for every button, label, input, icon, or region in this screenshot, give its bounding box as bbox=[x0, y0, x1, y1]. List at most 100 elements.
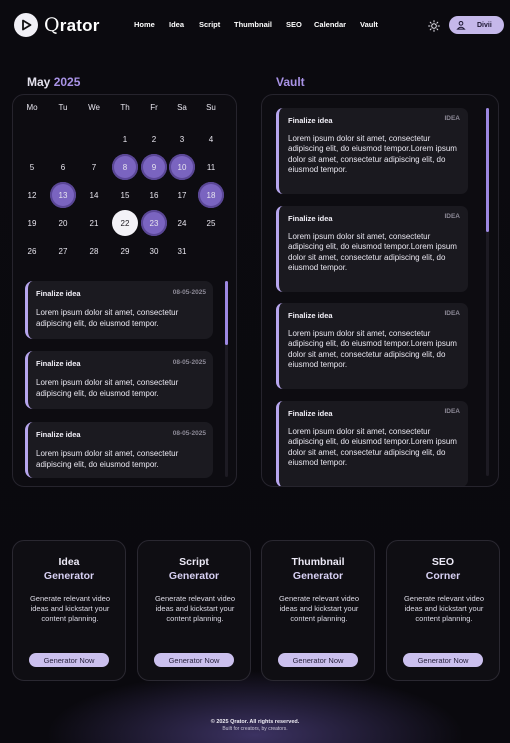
weekday-label: Tu bbox=[58, 103, 68, 112]
calendar-day[interactable]: 2 bbox=[151, 134, 157, 144]
calendar-day[interactable]: 27 bbox=[58, 246, 68, 256]
card-body: Lorem ipsum dolor sit amet, consectetur … bbox=[36, 308, 179, 328]
vault-card[interactable]: Finalize idea IDEA Lorem ipsum dolor sit a… bbox=[276, 206, 468, 292]
card-body: Lorem ipsum dolor sit amet, consectetur … bbox=[288, 427, 457, 468]
calendar-day[interactable]: 15 bbox=[120, 190, 130, 200]
calendar-day[interactable]: 11 bbox=[206, 162, 216, 172]
tool-title: SEO Corner bbox=[387, 556, 499, 583]
calendar-day[interactable]: 16 bbox=[149, 190, 159, 200]
vault-card[interactable]: Finalize idea IDEA Lorem ipsum dolor sit a… bbox=[276, 108, 468, 194]
card-date: 08-05-2025 bbox=[172, 430, 206, 437]
tool-title-line2: Corner bbox=[425, 569, 461, 582]
calendar-day[interactable]: 1 bbox=[122, 134, 128, 144]
nav-thumbnail[interactable]: Thumbnail bbox=[234, 20, 272, 29]
nav-home[interactable]: Home bbox=[134, 20, 155, 29]
tool-title-line1: Thumbnail bbox=[291, 556, 345, 568]
calendar-scrollbar[interactable] bbox=[225, 281, 228, 477]
card-tag: IDEA bbox=[444, 213, 460, 220]
calendar-day[interactable]: 17 bbox=[177, 190, 187, 200]
top-bar: Qrator Home Idea Script Thumbnail SEO Ca… bbox=[0, 0, 510, 48]
card-tag: IDEA bbox=[444, 115, 460, 122]
brand-logo[interactable]: Qrator bbox=[14, 13, 100, 37]
weekday-label: Th bbox=[120, 103, 130, 112]
vault-scroll-thumb[interactable] bbox=[486, 108, 489, 232]
calendar-day[interactable]: 13 bbox=[50, 182, 76, 208]
idea-generator-card: Idea Generator Generate relevant video ide… bbox=[12, 540, 126, 681]
calendar-idea-card[interactable]: Finalize idea 08-05-2025 Lorem ipsum dolor… bbox=[25, 281, 213, 339]
idea-generator-button[interactable]: Generator Now bbox=[29, 653, 109, 667]
user-name: Divii bbox=[477, 21, 492, 29]
calendar-day[interactable]: 19 bbox=[27, 218, 37, 228]
calendar-day[interactable]: 8 bbox=[112, 154, 138, 180]
calendar-day[interactable]: 18 bbox=[198, 182, 224, 208]
calendar-day[interactable]: 3 bbox=[179, 134, 185, 144]
calendar-day[interactable]: 5 bbox=[29, 162, 35, 172]
card-date: 08-05-2025 bbox=[172, 289, 206, 296]
calendar-idea-card[interactable]: Finalize idea 08-05-2025 Lorem ipsum dolor… bbox=[25, 351, 213, 409]
tool-title-line1: SEO bbox=[431, 556, 455, 568]
tool-title-line2: Generator bbox=[292, 569, 344, 582]
calendar-day[interactable]: 23 bbox=[141, 210, 167, 236]
calendar-day[interactable]: 7 bbox=[91, 162, 97, 172]
sun-icon[interactable] bbox=[428, 19, 440, 32]
tool-description: Generate relevant video ideas and kickst… bbox=[403, 594, 485, 624]
tool-title: Thumbnail Generator bbox=[262, 556, 374, 583]
tool-title-line1: Script bbox=[179, 556, 209, 568]
nav-script[interactable]: Script bbox=[199, 20, 221, 29]
calendar-day[interactable]: 31 bbox=[177, 246, 187, 256]
nav-seo[interactable]: SEO bbox=[286, 20, 302, 29]
profile-button[interactable]: Divii bbox=[449, 16, 504, 34]
thumbnail-generator-button[interactable]: Generator Now bbox=[278, 653, 358, 667]
card-title: Finalize idea bbox=[288, 311, 333, 320]
card-title: Finalize idea bbox=[288, 116, 333, 125]
script-generator-button[interactable]: Generator Now bbox=[154, 653, 234, 667]
calendar-title: May 2025 bbox=[27, 75, 81, 89]
nav-calendar[interactable]: Calendar bbox=[314, 20, 347, 29]
nav-idea[interactable]: Idea bbox=[169, 20, 185, 29]
card-title: Finalize idea bbox=[36, 359, 81, 368]
calendar-day[interactable]: 25 bbox=[206, 218, 216, 228]
weekday-label: Sa bbox=[177, 103, 187, 112]
tool-title-line1: Idea bbox=[58, 556, 80, 568]
calendar-day[interactable]: 9 bbox=[141, 154, 167, 180]
card-body: Lorem ipsum dolor sit amet, consectetur … bbox=[288, 232, 457, 273]
seo-corner-button[interactable]: Generator Now bbox=[403, 653, 483, 667]
vault-scrollbar[interactable] bbox=[486, 108, 489, 476]
calendar-idea-card[interactable]: Finalize idea 08-05-2025 Lorem ipsum dolor… bbox=[25, 422, 213, 478]
weekday-label: Su bbox=[206, 103, 216, 112]
calendar-day[interactable]: 24 bbox=[177, 218, 187, 228]
calendar-day[interactable]: 29 bbox=[120, 246, 130, 256]
card-title: Finalize idea bbox=[36, 289, 81, 298]
tool-description: Generate relevant video ideas and kickst… bbox=[154, 594, 236, 624]
calendar-day[interactable]: 6 bbox=[60, 162, 66, 172]
weekday-label: Fr bbox=[150, 103, 158, 112]
calendar-day-today[interactable]: 22 bbox=[112, 210, 138, 236]
vault-card[interactable]: Finalize idea IDEA Lorem ipsum dolor sit a… bbox=[276, 303, 468, 389]
weekday-label: Mo bbox=[26, 103, 38, 112]
nav-vault[interactable]: Vault bbox=[360, 20, 378, 29]
brand-name: Qrator bbox=[44, 14, 100, 36]
tool-description: Generate relevant video ideas and kickst… bbox=[29, 594, 111, 624]
calendar-day[interactable]: 14 bbox=[89, 190, 99, 200]
calendar-day[interactable]: 21 bbox=[89, 218, 99, 228]
calendar-day[interactable]: 26 bbox=[27, 246, 37, 256]
card-body: Lorem ipsum dolor sit amet, consectetur … bbox=[36, 449, 179, 469]
calendar-day[interactable]: 20 bbox=[58, 218, 68, 228]
calendar-day[interactable]: 10 bbox=[169, 154, 195, 180]
calendar-scroll-thumb[interactable] bbox=[225, 281, 228, 345]
calendar-panel: Mo Tu We Th Fr Sa Su 1 2 3 4 5 6 7 8 9 10 11 12 13 14 15 16 17 1… bbox=[12, 94, 237, 487]
vault-card[interactable]: Finalize idea IDEA Lorem ipsum dolor sit a… bbox=[276, 401, 468, 486]
card-title: Finalize idea bbox=[288, 409, 333, 418]
calendar-day[interactable]: 28 bbox=[89, 246, 99, 256]
card-title: Finalize idea bbox=[36, 430, 81, 439]
card-body: Lorem ipsum dolor sit amet, consectetur … bbox=[288, 329, 457, 370]
card-body: Lorem ipsum dolor sit amet, consectetur … bbox=[288, 134, 457, 175]
calendar-day[interactable]: 12 bbox=[27, 190, 37, 200]
card-tag: IDEA bbox=[444, 310, 460, 317]
card-title: Finalize idea bbox=[288, 214, 333, 223]
card-date: 08-05-2025 bbox=[172, 359, 206, 366]
calendar-day[interactable]: 4 bbox=[208, 134, 214, 144]
card-body: Lorem ipsum dolor sit amet, consectetur … bbox=[36, 378, 179, 398]
calendar-day[interactable]: 30 bbox=[149, 246, 159, 256]
tool-title: Script Generator bbox=[138, 556, 250, 583]
